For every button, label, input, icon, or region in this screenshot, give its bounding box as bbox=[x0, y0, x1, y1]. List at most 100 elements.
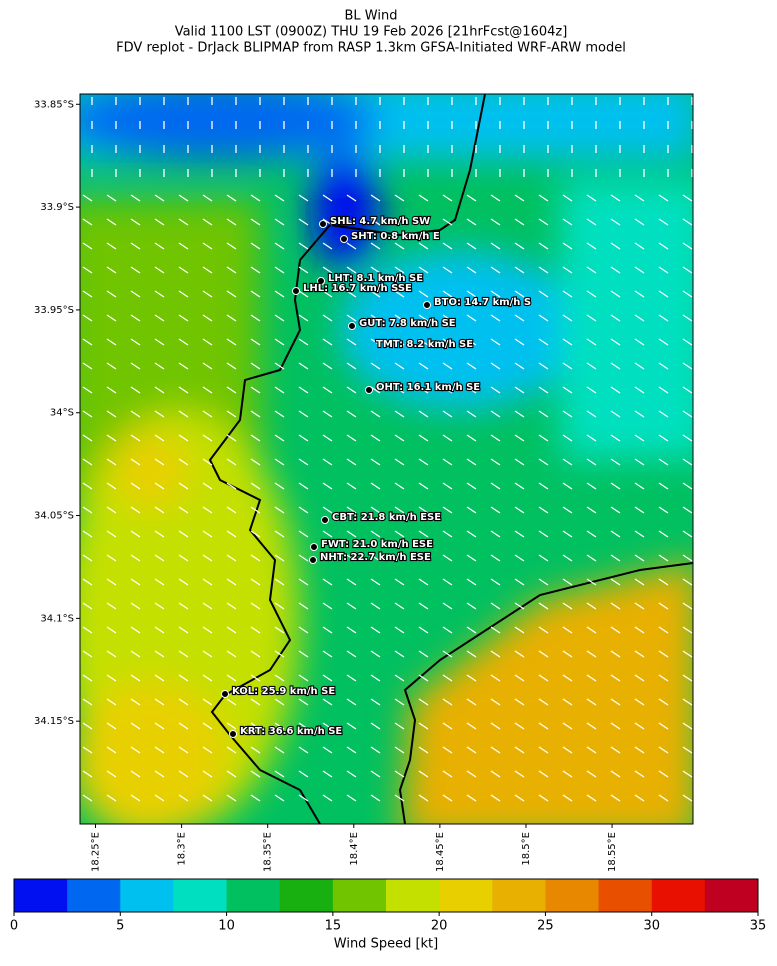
station-dot bbox=[423, 301, 431, 309]
wind-arrow bbox=[466, 554, 477, 562]
wind-arrow bbox=[322, 650, 333, 658]
wind-arrow bbox=[394, 698, 405, 706]
wind-arrow bbox=[682, 218, 693, 226]
wind-arrow bbox=[298, 770, 309, 778]
wind-arrow bbox=[418, 506, 429, 514]
wind-arrow bbox=[586, 290, 597, 298]
wind-arrow bbox=[394, 290, 405, 298]
x-tick-label: 18.55°E bbox=[607, 832, 618, 872]
wind-arrow bbox=[346, 218, 357, 226]
colorbar-segment bbox=[386, 879, 440, 912]
wind-arrow bbox=[274, 410, 285, 418]
wind-arrow bbox=[250, 266, 261, 274]
wind-arrow bbox=[130, 770, 141, 778]
wind-arrow bbox=[682, 482, 693, 490]
wind-arrow bbox=[514, 266, 525, 274]
wind-arrow bbox=[658, 530, 669, 538]
wind-arrow bbox=[106, 362, 117, 370]
wind-arrow bbox=[682, 290, 693, 298]
wind-arrow bbox=[226, 698, 237, 706]
wind-arrow bbox=[538, 362, 549, 370]
wind-arrow bbox=[466, 794, 477, 802]
wind-arrow bbox=[610, 506, 621, 514]
wind-arrow bbox=[394, 386, 405, 394]
wind-arrow bbox=[442, 266, 453, 274]
wind-arrow bbox=[586, 242, 597, 250]
wind-arrow bbox=[562, 362, 573, 370]
wind-arrow bbox=[586, 314, 597, 322]
wind-arrow bbox=[106, 530, 117, 538]
wind-arrow bbox=[658, 794, 669, 802]
station-dot bbox=[292, 287, 300, 295]
colorbar-segment bbox=[598, 879, 653, 912]
wind-arrow bbox=[154, 794, 165, 802]
wind-arrow bbox=[82, 194, 93, 202]
wind-arrow bbox=[634, 770, 645, 778]
wind-arrow bbox=[202, 554, 213, 562]
wind-arrow bbox=[274, 530, 285, 538]
wind-arrow bbox=[322, 242, 333, 250]
wind-arrow bbox=[370, 698, 381, 706]
wind-arrow bbox=[82, 602, 93, 610]
wind-arrow bbox=[106, 626, 117, 634]
wind-arrow bbox=[370, 602, 381, 610]
wind-arrow bbox=[178, 674, 189, 682]
wind-arrow bbox=[202, 194, 213, 202]
wind-arrow bbox=[658, 242, 669, 250]
wind-arrow bbox=[490, 434, 501, 442]
wind-arrow bbox=[82, 218, 93, 226]
wind-arrow bbox=[658, 410, 669, 418]
wind-arrow bbox=[274, 194, 285, 202]
wind-arrow bbox=[250, 626, 261, 634]
wind-arrow bbox=[514, 674, 525, 682]
wind-arrow bbox=[682, 194, 693, 202]
wind-arrow bbox=[586, 266, 597, 274]
wind-arrow bbox=[562, 722, 573, 730]
wind-arrow bbox=[490, 578, 501, 586]
wind-arrow bbox=[394, 650, 405, 658]
wind-arrow bbox=[442, 386, 453, 394]
wind-arrow bbox=[178, 266, 189, 274]
wind-arrow bbox=[322, 434, 333, 442]
colorbar-label: Wind Speed [kt] bbox=[334, 937, 438, 952]
wind-arrow bbox=[226, 410, 237, 418]
wind-arrow bbox=[322, 722, 333, 730]
wind-arrow bbox=[82, 626, 93, 634]
wind-arrow bbox=[634, 242, 645, 250]
wind-arrow bbox=[442, 794, 453, 802]
wind-arrow bbox=[130, 626, 141, 634]
wind-arrow bbox=[322, 458, 333, 466]
wind-arrow bbox=[322, 482, 333, 490]
wind-arrow bbox=[178, 458, 189, 466]
wind-arrow bbox=[226, 482, 237, 490]
wind-arrow bbox=[346, 434, 357, 442]
map-frame bbox=[79, 93, 694, 825]
colorbar-frame bbox=[13, 878, 759, 913]
wind-arrow bbox=[610, 218, 621, 226]
wind-arrow bbox=[658, 602, 669, 610]
wind-arrow bbox=[322, 194, 333, 202]
wind-arrow bbox=[250, 602, 261, 610]
wind-arrow bbox=[538, 722, 549, 730]
wind-arrow bbox=[586, 674, 597, 682]
wind-arrow bbox=[202, 386, 213, 394]
colorbar-tick-label: 35 bbox=[750, 919, 767, 934]
wind-arrow bbox=[634, 794, 645, 802]
colorbar-tick-label: 30 bbox=[643, 919, 660, 934]
wind-arrow bbox=[490, 266, 501, 274]
wind-arrow bbox=[130, 794, 141, 802]
wind-arrow bbox=[682, 602, 693, 610]
wind-arrow bbox=[394, 242, 405, 250]
colorbar-segment bbox=[439, 879, 493, 912]
wind-arrow bbox=[130, 266, 141, 274]
wind-arrow bbox=[442, 218, 453, 226]
wind-arrow bbox=[610, 578, 621, 586]
wind-arrow bbox=[250, 554, 261, 562]
wind-arrow bbox=[394, 722, 405, 730]
station-dot bbox=[321, 516, 329, 524]
wind-arrow bbox=[490, 722, 501, 730]
wind-arrow bbox=[322, 674, 333, 682]
wind-arrow bbox=[106, 650, 117, 658]
wind-arrow bbox=[394, 218, 405, 226]
wind-arrow bbox=[610, 314, 621, 322]
